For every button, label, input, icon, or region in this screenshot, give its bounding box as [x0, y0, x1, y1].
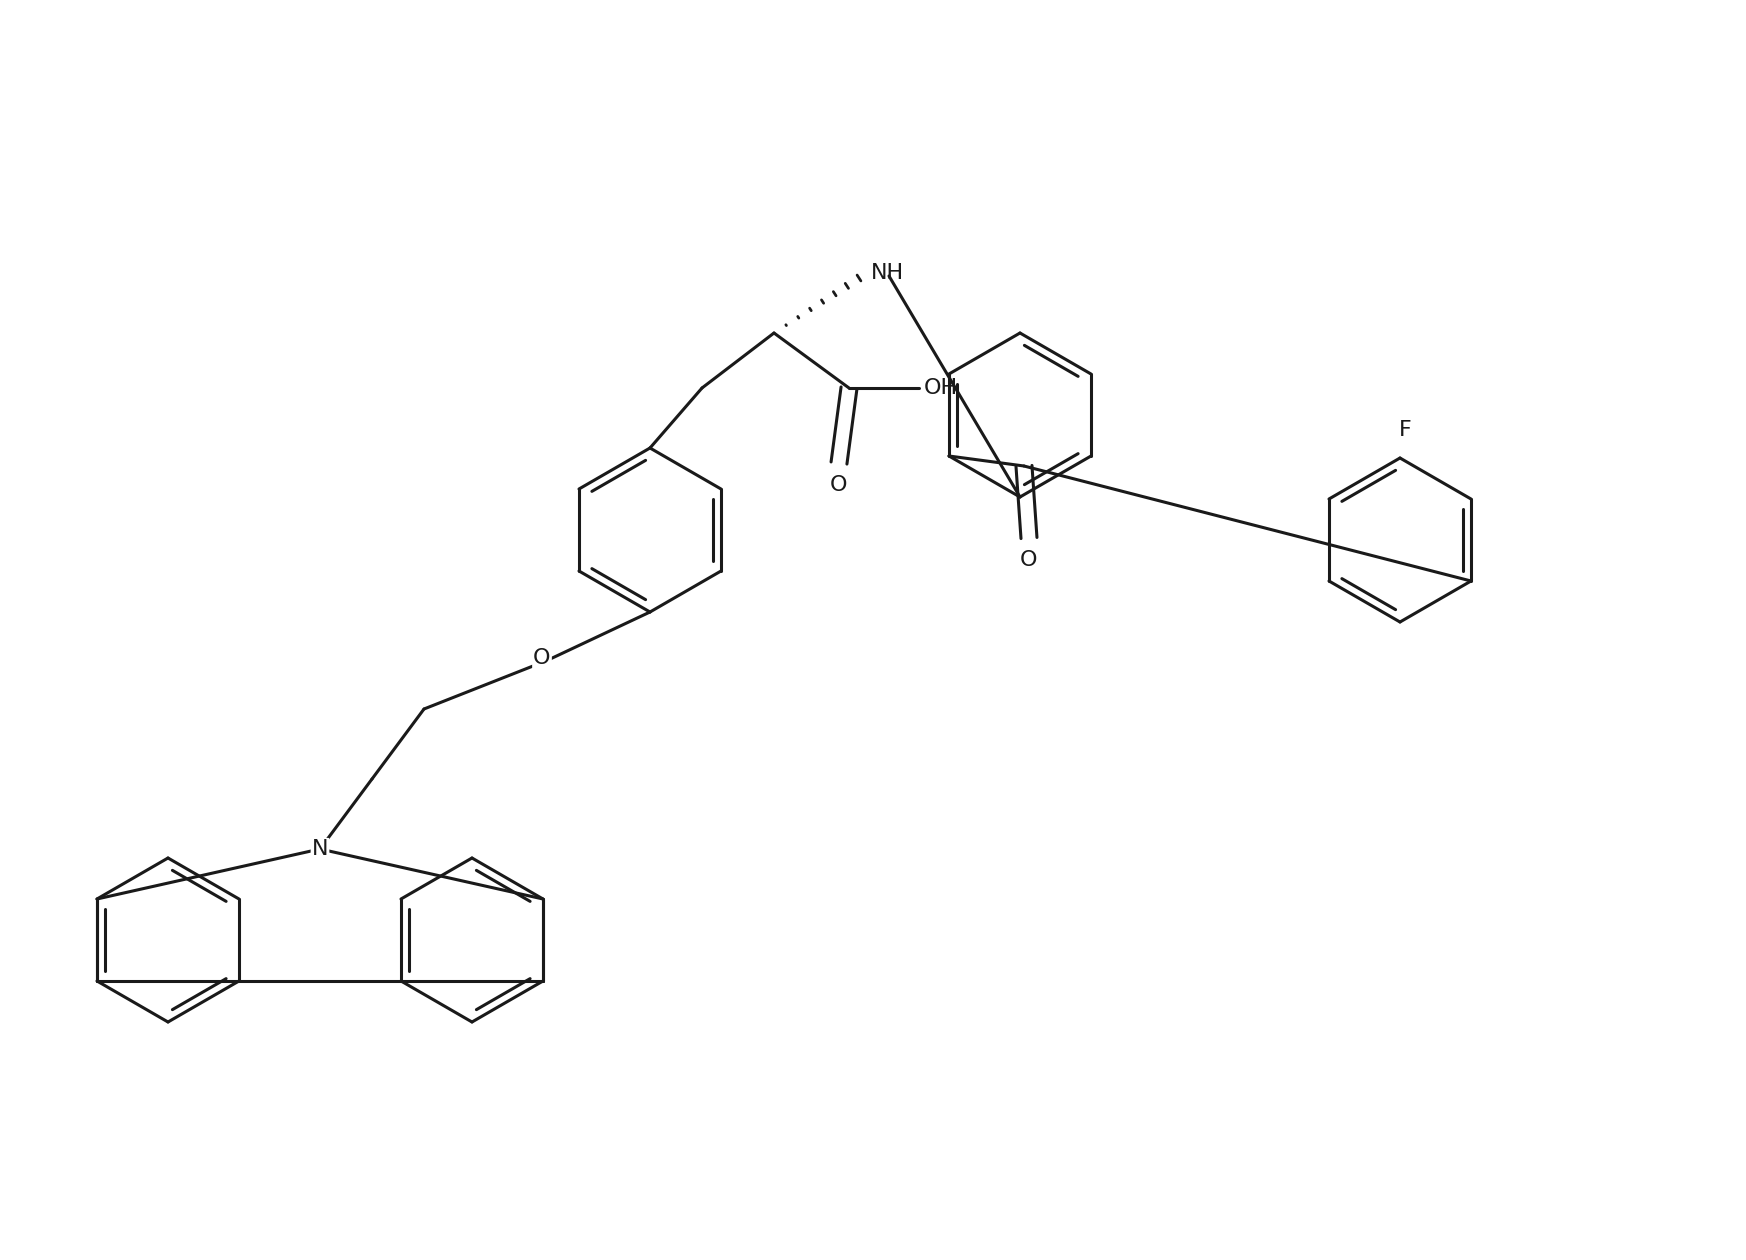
Text: O: O [1020, 551, 1037, 570]
Text: O: O [533, 648, 550, 668]
Text: O: O [831, 475, 849, 495]
Text: OH: OH [924, 378, 959, 398]
Text: N: N [313, 839, 328, 859]
Text: F: F [1399, 420, 1411, 440]
Text: NH: NH [871, 263, 904, 284]
